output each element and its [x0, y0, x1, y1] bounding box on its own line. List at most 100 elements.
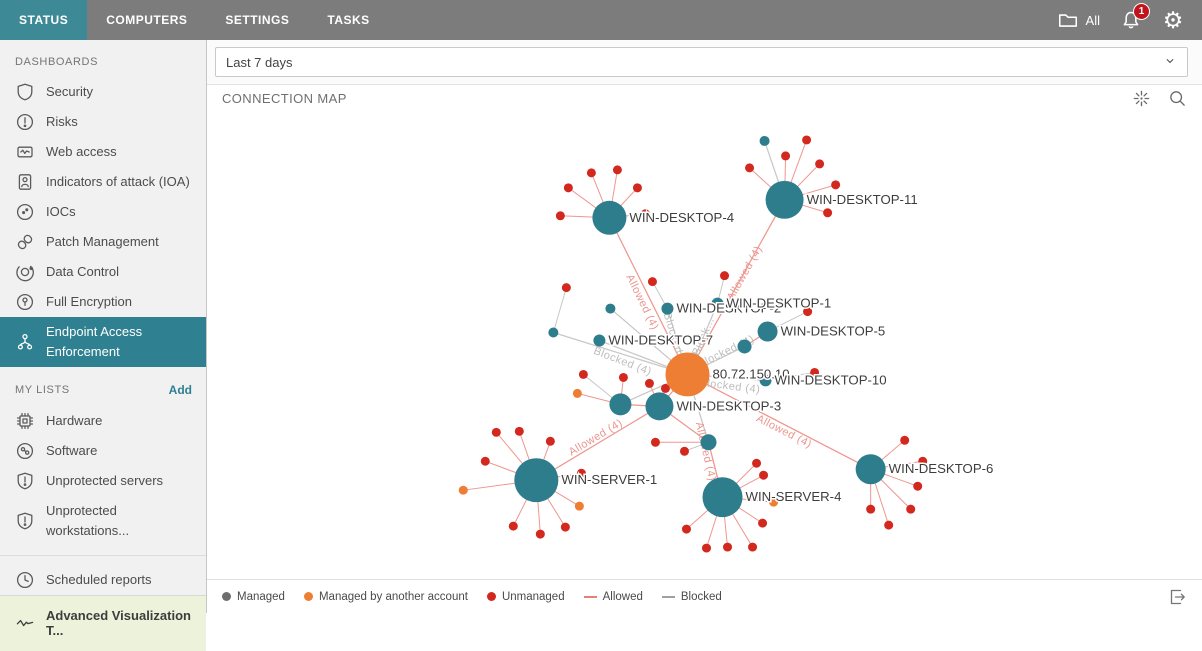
legend-item-managed: Managed	[222, 591, 285, 603]
connection-map-graph[interactable]: Allowed (4) Allowed (4) Blocked… Block… Bloc…	[207, 112, 1202, 579]
graph-satellite-managed-other[interactable]	[572, 388, 582, 398]
graph-node-win-desktop-4[interactable]	[592, 200, 627, 235]
graph-node-win-server-4[interactable]	[702, 477, 743, 518]
sidebar-item-unprotected-servers[interactable]: Unprotected servers	[0, 466, 206, 496]
export-icon[interactable]	[1167, 587, 1187, 607]
graph-satellite-unmanaged[interactable]	[632, 183, 642, 193]
graph-satellite-unmanaged[interactable]	[679, 446, 689, 456]
graph-satellite-unmanaged[interactable]	[723, 542, 733, 552]
graph-satellite-managed-other[interactable]	[769, 497, 779, 507]
graph-satellite-unmanaged[interactable]	[866, 504, 876, 514]
graph-satellite-unmanaged[interactable]	[745, 163, 755, 173]
graph-satellite-unmanaged[interactable]	[803, 307, 813, 317]
graph-satellite-unmanaged[interactable]	[650, 437, 660, 447]
sidebar-item-security[interactable]: Security	[0, 77, 206, 107]
graph-satellite-unmanaged[interactable]	[576, 468, 586, 478]
graph-satellite-unmanaged[interactable]	[555, 211, 565, 221]
time-filter-select[interactable]: Last 7 days	[215, 47, 1188, 77]
graph-satellite-unmanaged[interactable]	[480, 456, 490, 466]
sidebar-item-scheduled-reports[interactable]: Scheduled reports	[0, 565, 206, 595]
notifications-button[interactable]: 1	[1120, 3, 1150, 31]
sidebar-item-unprotected-workstations[interactable]: Unprotected workstations...	[0, 496, 206, 546]
graph-node-t2[interactable]	[609, 393, 632, 416]
center-map-icon[interactable]	[1132, 89, 1151, 108]
graph-satellite-unmanaged[interactable]	[660, 383, 670, 393]
sidebar-item-data-control[interactable]: Data Control	[0, 257, 206, 287]
graph-satellite-unmanaged[interactable]	[884, 520, 894, 530]
sidebar-item-software[interactable]: Software	[0, 436, 206, 466]
sidebar-item-full-encryption[interactable]: Full Encryption	[0, 287, 206, 317]
sidebar-item-web-access[interactable]: Web access	[0, 137, 206, 167]
graph-node-win-desktop-6[interactable]	[855, 454, 886, 485]
graph-node-win-desktop-7[interactable]	[593, 334, 606, 347]
graph-satellite-unmanaged[interactable]	[586, 168, 596, 178]
graph-node-t6[interactable]	[759, 135, 770, 146]
sidebar-item-advanced-visualization[interactable]: Advanced Visualization T...	[0, 595, 206, 651]
graph-satellite-unmanaged[interactable]	[831, 180, 841, 190]
connection-map-svg[interactable]: Allowed (4) Allowed (4)Blocked… Block…Bloc…	[207, 112, 1202, 579]
graph-satellite-unmanaged[interactable]	[578, 369, 588, 379]
tab-tasks[interactable]: TASKS	[327, 13, 370, 27]
graph-node-t5[interactable]	[548, 327, 559, 338]
tab-computers[interactable]: COMPUTERS	[106, 13, 188, 27]
graph-satellite-unmanaged[interactable]	[802, 135, 812, 145]
graph-satellite-unmanaged[interactable]	[508, 521, 518, 531]
graph-satellite-unmanaged[interactable]	[913, 481, 923, 491]
graph-satellite-unmanaged[interactable]	[759, 470, 769, 480]
graph-node-80-72-150-10[interactable]	[665, 352, 710, 397]
risk-icon	[15, 112, 35, 132]
graph-satellite-unmanaged[interactable]	[748, 542, 758, 552]
graph-satellite-unmanaged[interactable]	[612, 165, 622, 175]
group-filter[interactable]: All	[1057, 9, 1100, 31]
graph-node-win-desktop-2[interactable]	[661, 302, 674, 315]
search-icon[interactable]	[1168, 89, 1187, 108]
sidebar-item-iocs[interactable]: IOCs	[0, 197, 206, 227]
settings-button[interactable]: ⚙	[1162, 8, 1184, 31]
graph-satellite-unmanaged[interactable]	[644, 378, 654, 388]
graph-satellite-unmanaged[interactable]	[906, 504, 916, 514]
graph-satellite-unmanaged[interactable]	[561, 283, 571, 293]
sidebar-item-hardware[interactable]: Hardware	[0, 406, 206, 436]
graph-satellite-unmanaged[interactable]	[720, 271, 730, 281]
graph-satellite-unmanaged[interactable]	[545, 436, 555, 446]
graph-satellite-unmanaged[interactable]	[701, 543, 712, 553]
sidebar-item-patch-management[interactable]: Patch Management	[0, 227, 206, 257]
graph-node-t3[interactable]	[700, 434, 717, 451]
graph-node-t1[interactable]	[737, 339, 752, 354]
graph-node-win-desktop-10[interactable]	[759, 374, 772, 387]
sidebar-item-indicators-of-attack-ioa[interactable]: Indicators of attack (IOA)	[0, 167, 206, 197]
graph-node-win-desktop-11[interactable]	[765, 180, 804, 219]
graph-satellite-unmanaged[interactable]	[563, 183, 573, 193]
graph-satellite-unmanaged[interactable]	[752, 458, 762, 468]
graph-satellite-unmanaged[interactable]	[900, 435, 910, 445]
graph-satellite-unmanaged[interactable]	[535, 529, 545, 539]
graph-satellite-unmanaged[interactable]	[560, 522, 570, 532]
graph-satellite-unmanaged[interactable]	[810, 367, 820, 377]
graph-satellite-unmanaged[interactable]	[815, 159, 825, 169]
graph-node-win-desktop-1[interactable]	[711, 297, 724, 310]
graph-node-win-desktop-5[interactable]	[757, 321, 778, 342]
graph-satellite-unmanaged[interactable]	[618, 372, 628, 382]
tab-status[interactable]: STATUS	[0, 0, 88, 40]
graph-satellite-unmanaged[interactable]	[918, 456, 928, 466]
sidebar-item-endpoint-access-enforcement[interactable]: Endpoint Access Enforcement	[0, 317, 206, 367]
graph-node-t4[interactable]	[605, 303, 616, 314]
graph-satellite-unmanaged[interactable]	[647, 277, 657, 287]
tab-settings[interactable]: SETTINGS	[225, 13, 290, 27]
sidebar-item-label: IOCs	[46, 204, 76, 219]
node-label-win-desktop-3: WIN-DESKTOP-3	[676, 398, 781, 413]
graph-satellite-managed-other[interactable]	[458, 485, 468, 495]
graph-satellite-unmanaged[interactable]	[758, 518, 768, 528]
graph-satellite-unmanaged[interactable]	[640, 209, 650, 219]
graph-satellite-unmanaged[interactable]	[491, 427, 501, 437]
graph-node-win-server-1[interactable]	[514, 458, 559, 503]
add-list-link[interactable]: Add	[168, 383, 192, 397]
graph-satellite-unmanaged[interactable]	[514, 426, 524, 436]
graph-satellite-managed-other[interactable]	[574, 501, 584, 511]
graph-satellite-unmanaged[interactable]	[781, 151, 791, 161]
graph-node-win-desktop-3[interactable]	[645, 392, 674, 421]
graph-satellite-unmanaged[interactable]	[823, 208, 833, 218]
sidebar-item-risks[interactable]: Risks	[0, 107, 206, 137]
sidebar-item-label: Hardware	[46, 413, 103, 428]
graph-satellite-unmanaged[interactable]	[681, 524, 691, 534]
